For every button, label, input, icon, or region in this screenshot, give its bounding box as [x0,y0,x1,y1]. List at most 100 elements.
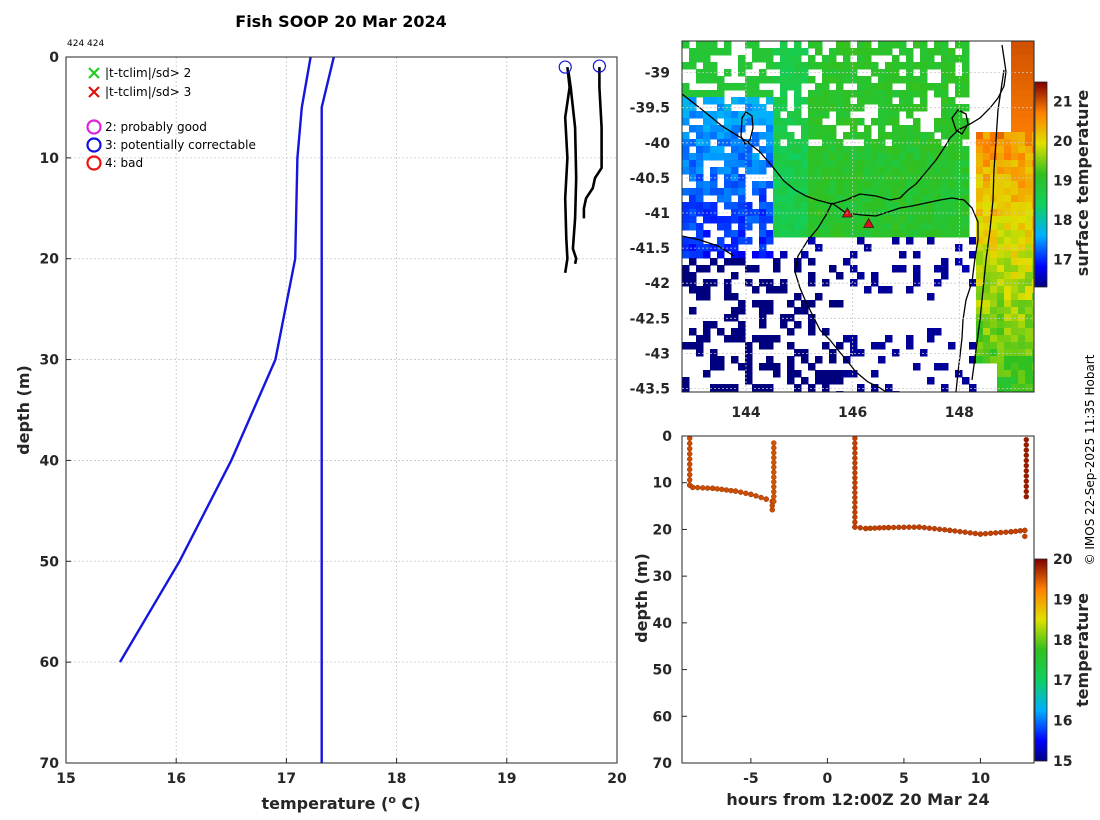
sst-cell [1025,307,1033,315]
sst-cell [969,237,977,245]
sst-cell [927,328,935,336]
sst-cell [934,62,942,70]
sst-cell [738,195,746,203]
sst-cell [913,265,921,273]
sst-cell [857,55,865,63]
sst-cell [850,132,858,140]
sst-cell [836,216,844,224]
sst-cell [717,146,725,154]
timeseries-point [719,486,725,493]
sst-cell [724,118,732,126]
timeseries-point [911,524,917,530]
sst-cell [913,363,921,371]
sst-cell [1004,188,1012,196]
sst-cell [759,384,767,392]
sst-cell [731,230,739,238]
sst-cell [822,146,830,154]
sst-cell [941,174,949,182]
map-station-marker [841,207,854,218]
sst-cell [892,146,900,154]
sst-cell [997,230,1005,238]
sst-cell [948,342,956,350]
sst-cell [731,328,739,336]
sst-cell [913,76,921,84]
sst-cell [850,62,858,70]
sst-cell [976,167,984,175]
map-ytick-label: -43.5 [630,381,670,397]
sst-cell [787,223,795,231]
sst-cell [864,55,872,63]
sst-cell [1011,265,1019,273]
sst-cell [752,55,760,63]
sst-cell [682,202,690,210]
sst-cell [1025,377,1033,385]
timeseries-point [687,451,693,457]
sst-cell [717,111,725,119]
sst-cell [948,216,956,224]
sst-cell [871,230,879,238]
sst-cell [696,223,704,231]
sst-cell [913,272,921,280]
sst-cell [948,97,956,105]
sst-cell [1011,251,1019,259]
sst-cell [1018,146,1026,154]
sst-cell [710,132,718,140]
sst-cell [703,251,711,259]
sst-cell [850,104,858,112]
sst-cell [759,111,767,119]
timeseries-point [771,479,777,485]
sst-cell [717,167,725,175]
sst-cell [1032,265,1034,273]
sst-cell [948,111,956,119]
sst-cell [808,384,816,392]
sst-cell [962,62,970,70]
sst-cell [752,167,760,175]
sst-cell [997,342,1005,350]
sst-cell [1011,202,1019,210]
sst-cell [997,132,1005,140]
coastline-tasmania-w [794,202,887,392]
sst-colorbar-label: surface temperature [1073,90,1092,277]
sst-cell [871,62,879,70]
sst-cell [843,202,851,210]
sst-cell [1025,286,1033,294]
timeseries-point [758,494,764,501]
sst-cell [941,69,949,77]
sst-cell [906,167,914,175]
timeseries-point [723,487,730,493]
sst-cell [822,279,830,287]
sst-cell [1018,139,1026,147]
sst-cell [745,153,753,161]
sst-cell [1025,132,1033,140]
sst-cell [1004,202,1012,210]
sst-cell [997,384,1005,392]
sst-cell [885,132,893,140]
sst-cell [710,321,718,329]
sst-cell [864,125,872,133]
sst-cell [899,125,907,133]
sst-cell [1018,265,1026,273]
sst-cell [1018,69,1026,77]
sst-cell [1032,118,1034,126]
sst-cell [906,62,914,70]
sst-cell [941,153,949,161]
sst-cell [983,223,991,231]
sst-cell [766,181,774,189]
sst-cell [990,314,998,322]
sst-cell [696,195,704,203]
sst-cell [808,160,816,168]
sst-cell [738,160,746,168]
sst-cell [990,265,998,273]
sst-cell [1032,272,1034,280]
sst-cell [1025,244,1033,252]
sst-cell [689,174,697,182]
sst-cell [822,62,830,70]
copyright-note: © IMOS 22-Sep-2025 11:35 Hobart [1083,354,1097,565]
sst-cell [920,90,928,98]
sst-cell [878,160,886,168]
sst-cell [780,286,788,294]
sst-cell [983,265,991,273]
sst-cell [934,216,942,224]
sst-cell [731,118,739,126]
sst-cell [843,118,851,126]
